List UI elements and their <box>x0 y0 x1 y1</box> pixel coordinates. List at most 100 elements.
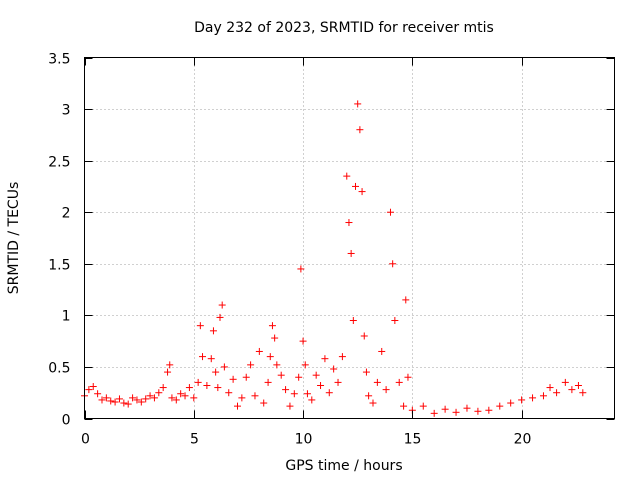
data-point <box>349 317 357 325</box>
y-tick-label: 2 <box>62 206 71 222</box>
data-point <box>452 408 460 416</box>
data-point <box>273 361 281 369</box>
data-point <box>330 365 338 373</box>
data-point <box>166 361 174 369</box>
data-point <box>299 337 307 345</box>
data-point <box>203 381 211 389</box>
data-point <box>199 353 207 361</box>
data-point <box>155 389 163 397</box>
data-point <box>196 322 204 330</box>
data-point <box>172 396 180 404</box>
data-point <box>546 384 554 392</box>
data-point <box>430 409 438 417</box>
data-point <box>391 317 399 325</box>
data-point <box>216 313 224 321</box>
data-point <box>159 384 167 392</box>
data-point <box>98 396 106 404</box>
data-points <box>81 100 587 417</box>
data-point <box>102 394 110 402</box>
data-point <box>441 405 449 413</box>
data-point <box>212 368 220 376</box>
data-point <box>115 395 123 403</box>
x-tick-label: 0 <box>81 432 90 448</box>
data-point <box>225 389 233 397</box>
y-tick-label: 1 <box>62 309 71 325</box>
data-point <box>362 368 370 376</box>
data-point <box>94 390 102 398</box>
data-point <box>419 402 427 410</box>
data-point <box>400 402 408 410</box>
y-tick-label: 3 <box>62 103 71 119</box>
data-point <box>347 249 355 257</box>
data-point <box>142 395 150 403</box>
data-point <box>360 332 368 340</box>
data-point <box>229 375 237 383</box>
data-point <box>373 378 381 386</box>
data-point <box>194 378 202 386</box>
data-point <box>402 296 410 304</box>
x-tick-label: 5 <box>190 432 199 448</box>
data-point <box>85 386 93 394</box>
data-point <box>214 384 222 392</box>
data-point <box>568 386 576 394</box>
data-point <box>290 390 298 398</box>
data-point <box>325 389 333 397</box>
data-point <box>312 371 320 379</box>
data-point <box>177 390 185 398</box>
data-point <box>574 381 582 389</box>
data-point <box>137 398 145 406</box>
x-axis-label: GPS time / hours <box>285 458 402 474</box>
data-point <box>378 347 386 355</box>
data-point <box>343 172 351 180</box>
y-tick-label: 3.5 <box>48 52 70 68</box>
data-point <box>277 371 285 379</box>
data-point <box>124 400 132 408</box>
data-point <box>358 188 366 196</box>
data-point <box>247 361 255 369</box>
data-point <box>271 334 279 342</box>
data-point <box>238 394 246 402</box>
data-point <box>120 399 128 407</box>
data-point <box>146 392 154 400</box>
data-point <box>395 378 403 386</box>
data-point <box>185 384 193 392</box>
data-point <box>386 208 394 216</box>
data-point <box>463 404 471 412</box>
data-point <box>242 373 250 381</box>
data-point <box>181 392 189 400</box>
data-point <box>345 219 353 227</box>
y-axis-label: SRMTID / TECUs <box>6 182 22 295</box>
y-tick-label: 1.5 <box>48 258 70 274</box>
y-tick-label: 0.5 <box>48 361 70 377</box>
data-point <box>321 355 329 363</box>
data-point <box>220 363 228 371</box>
data-point <box>282 386 290 394</box>
data-point <box>369 399 377 407</box>
data-point <box>264 378 272 386</box>
data-point <box>518 396 526 404</box>
data-point <box>168 394 176 402</box>
data-point <box>150 394 158 402</box>
data-point <box>164 368 172 376</box>
data-point <box>295 373 303 381</box>
data-point <box>89 383 97 391</box>
data-point <box>507 399 515 407</box>
data-point <box>190 394 198 402</box>
data-point <box>297 265 305 273</box>
y-tick-label: 2.5 <box>48 155 70 171</box>
data-point <box>352 182 360 190</box>
data-point <box>129 394 137 402</box>
data-point <box>133 396 141 404</box>
plot-frame <box>84 57 615 419</box>
data-point <box>354 100 362 108</box>
data-point <box>209 327 217 335</box>
data-point <box>286 402 294 410</box>
x-tick-label: 10 <box>295 432 313 448</box>
data-point <box>334 378 342 386</box>
data-point <box>553 389 561 397</box>
data-point <box>539 392 547 400</box>
data-point <box>474 407 482 415</box>
grid <box>84 57 615 419</box>
data-point <box>382 386 390 394</box>
